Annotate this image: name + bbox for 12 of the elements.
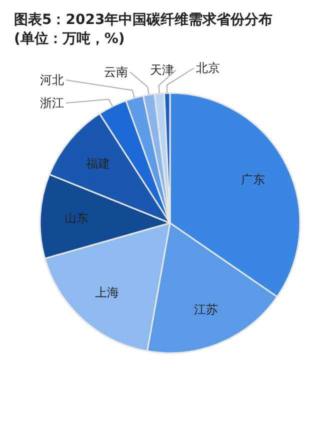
- slice-label: 山东: [64, 211, 89, 226]
- chart-title: 图表5：2023年中国碳纤维需求省份分布: [14, 11, 273, 28]
- slice-label: 天津: [150, 63, 174, 77]
- slice-label: 北京: [196, 61, 220, 75]
- chart-subtitle: (单位：万吨，%): [14, 31, 125, 47]
- slice-label: 江苏: [194, 302, 218, 316]
- slice-label: 河北: [40, 73, 64, 87]
- slice-label: 广东: [240, 172, 265, 186]
- slice-label: 云南: [104, 65, 128, 79]
- slice-label: 浙江: [40, 96, 64, 110]
- slice-label: 上海: [95, 285, 120, 300]
- slice-label: 福建: [86, 156, 110, 170]
